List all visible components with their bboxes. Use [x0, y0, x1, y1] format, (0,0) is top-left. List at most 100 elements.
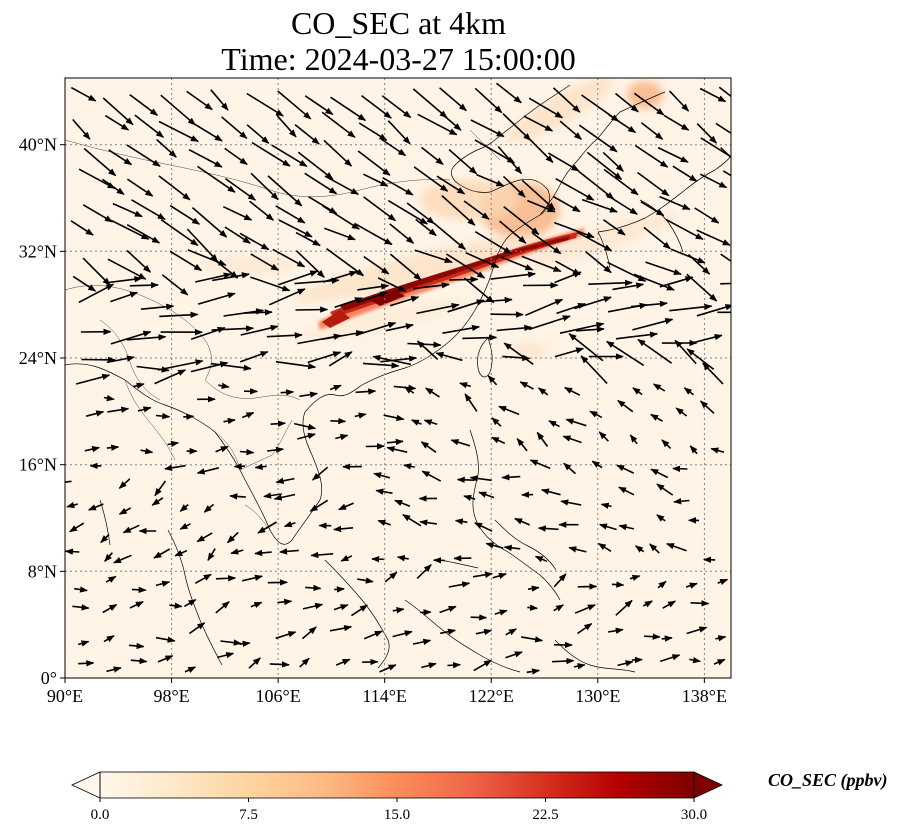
wind-arrow	[188, 622, 206, 635]
wind-arrow	[241, 411, 255, 419]
wind-arrow	[720, 147, 731, 159]
wind-arrow	[140, 303, 175, 310]
wind-arrow	[656, 483, 674, 496]
wind-arrow	[239, 448, 255, 456]
wind-arrow	[169, 250, 203, 272]
wind-arrow	[197, 165, 236, 193]
wind-arrow	[380, 355, 417, 363]
wind-arrow	[629, 574, 641, 581]
wind-arrow	[110, 291, 139, 303]
wind-arrow	[600, 502, 612, 509]
wind-arrow	[294, 123, 320, 145]
y-tick-label: 16°N	[19, 455, 57, 475]
wind-arrow	[665, 218, 704, 241]
wind-arrow	[254, 549, 272, 557]
wind-arrow	[649, 543, 660, 554]
wind-arrow	[514, 517, 531, 526]
wind-arrow	[169, 602, 183, 609]
wind-arrow	[140, 447, 154, 455]
wind-arrow	[448, 148, 478, 175]
wind-arrow	[442, 324, 480, 334]
wind-arrow	[618, 524, 634, 531]
wind-arrow	[278, 270, 319, 286]
wind-arrow	[674, 339, 697, 365]
wind-arrow	[576, 231, 613, 252]
wind-arrow	[304, 172, 338, 195]
wind-arrow	[717, 578, 729, 586]
wind-arrow	[547, 152, 580, 172]
wind-arrow	[702, 362, 724, 385]
wind-arrow	[519, 381, 534, 390]
wind-arrow	[239, 232, 270, 251]
wind-arrow	[666, 543, 687, 552]
y-tick-label: 24°N	[19, 348, 57, 368]
wind-arrow	[372, 354, 412, 366]
wind-arrow	[575, 326, 605, 333]
wind-arrow	[270, 420, 286, 427]
wind-arrow	[599, 523, 617, 531]
wind-arrow	[700, 137, 731, 158]
wind-arrow	[553, 604, 564, 612]
wind-arrow	[652, 383, 666, 392]
wind-arrow	[618, 486, 635, 496]
wind-arrow	[630, 300, 668, 308]
wind-arrow	[151, 497, 164, 506]
wind-arrow	[217, 652, 235, 659]
wind-arrow	[439, 87, 467, 112]
wind-arrow	[469, 475, 492, 482]
wind-arrow	[403, 463, 415, 470]
wind-arrow	[104, 114, 130, 131]
wind-arrow	[389, 296, 420, 307]
wind-arrow	[473, 659, 492, 672]
wind-arrow	[474, 139, 516, 164]
wind-arrow	[384, 571, 398, 583]
wind-arrow	[537, 387, 549, 396]
y-tick-label: 32°N	[19, 241, 57, 261]
wind-arrow	[554, 221, 595, 239]
wind-arrow	[421, 470, 442, 482]
wind-arrow	[589, 410, 603, 419]
colorbar-tick-label: 15.0	[384, 807, 410, 823]
wind-arrow	[531, 232, 562, 255]
wind-arrow	[414, 249, 453, 264]
wind-arrow	[160, 94, 196, 126]
wind-arrow	[230, 548, 244, 555]
wind-arrow	[357, 150, 391, 176]
wind-arrow	[478, 491, 495, 499]
wind-arrow	[464, 393, 478, 412]
wind-arrow	[521, 255, 562, 273]
wind-arrow	[130, 657, 148, 665]
wind-arrow	[72, 604, 90, 611]
wind-arrow	[215, 445, 229, 453]
wind-arrow	[250, 253, 280, 271]
wind-arrow	[335, 658, 351, 666]
wind-arrow	[106, 444, 120, 451]
wind-arrow	[505, 651, 523, 659]
wind-arrow	[470, 119, 505, 138]
wind-arrow	[552, 657, 575, 665]
wind-arrow	[78, 168, 116, 190]
wind-arrow	[555, 260, 581, 276]
wind-arrow	[186, 90, 213, 111]
wind-arrow	[157, 359, 204, 371]
wind-arrow	[233, 463, 246, 470]
wind-arrow	[615, 331, 658, 340]
wind-arrow	[72, 118, 91, 140]
wind-arrow	[404, 386, 415, 394]
wind-arrow	[415, 218, 437, 237]
colorbar-tick-label: 7.5	[239, 807, 258, 823]
wind-arrow	[361, 94, 392, 119]
wind-arrow	[329, 624, 353, 632]
wind-arrow	[326, 248, 365, 277]
wind-arrow	[556, 302, 586, 315]
wind-arrow	[266, 332, 303, 339]
wind-arrow	[106, 355, 135, 364]
wind-arrow	[463, 200, 490, 220]
wind-arrow	[423, 419, 438, 426]
wind-arrow	[392, 630, 413, 638]
wind-arrow	[297, 151, 334, 180]
wind-arrow	[275, 360, 317, 370]
wind-arrow	[221, 116, 248, 140]
wind-arrow	[381, 95, 412, 119]
wind-arrow	[122, 524, 140, 534]
